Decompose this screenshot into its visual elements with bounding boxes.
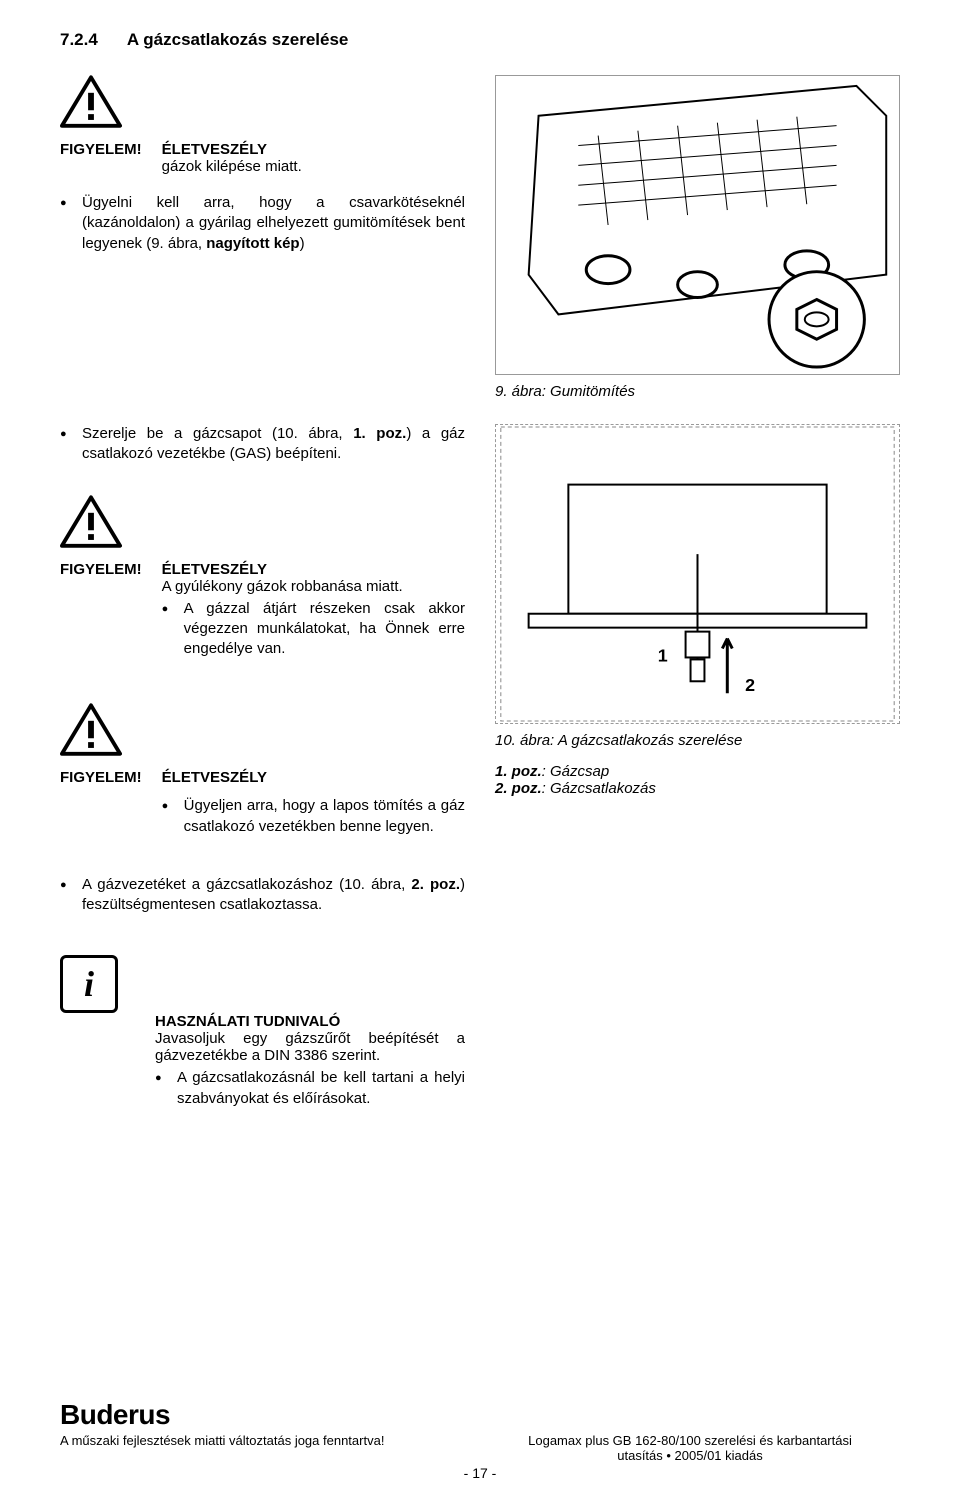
- bullet-list-2: Szerelje be a gázcsapot (10. ábra, 1. po…: [60, 424, 465, 465]
- bullet-list-3: A gázvezetéket a gázcsatlakozáshoz (10. …: [60, 875, 465, 916]
- warning-label: FIGYELEM!: [60, 769, 142, 786]
- info-bullet: A gázcsatlakozásnál be kell tartani a he…: [155, 1068, 465, 1109]
- page-footer: Buderus A műszaki fejlesztések miatti vá…: [60, 1399, 900, 1481]
- figure-10-image: 1 2: [495, 424, 900, 724]
- figure-label-1: 1: [658, 645, 668, 665]
- info-icon: i: [60, 955, 118, 1013]
- section-heading: 7.2.4 A gázcsatlakozás szerelése: [60, 30, 900, 50]
- figure-label-2: 2: [745, 675, 755, 695]
- figure-9-image: [495, 75, 900, 375]
- warning-block-1: FIGYELEM! ÉLETVESZÉLY gázok kilépése mia…: [60, 75, 465, 175]
- section-number: 7.2.4: [60, 30, 98, 50]
- bullet-item: Ügyelni kell arra, hogy a csavarkötésekn…: [60, 193, 465, 254]
- warning-title: ÉLETVESZÉLY: [162, 561, 465, 578]
- warning-icon: [60, 495, 122, 550]
- warning-block-3: FIGYELEM! ÉLETVESZÉLY Ügyeljen arra, hog…: [60, 703, 465, 857]
- warning-label: FIGYELEM!: [60, 561, 142, 578]
- warning-bullet: A gázzal átjárt részeken csak akkor vége…: [162, 599, 465, 660]
- warning-title: ÉLETVESZÉLY: [162, 141, 302, 158]
- warning-subtitle: gázok kilépése miatt.: [162, 158, 302, 175]
- warning-icon: [60, 75, 122, 130]
- warning-text: A gyúlékony gázok robbanása miatt.: [162, 578, 465, 595]
- warning-icon: [60, 703, 122, 758]
- figure-10-legend: 1. poz.: Gázcsap 2. poz.: Gázcsatlakozás: [495, 763, 900, 797]
- bullet-item: A gázvezetéket a gázcsatlakozáshoz (10. …: [60, 875, 465, 916]
- info-block: i HASZNÁLATI TUDNIVALÓ Javasoljuk egy gá…: [60, 955, 465, 1109]
- warning-label: FIGYELEM!: [60, 141, 142, 158]
- figure-10-caption: 10. ábra: A gázcsatlakozás szerelése: [495, 732, 900, 749]
- page-number: - 17 -: [60, 1465, 900, 1481]
- footer-right-text-1: Logamax plus GB 162-80/100 szerelési és …: [480, 1433, 900, 1448]
- info-title: HASZNÁLATI TUDNIVALÓ: [155, 1013, 465, 1030]
- footer-right-text-2: utasítás • 2005/01 kiadás: [480, 1448, 900, 1463]
- section-title: A gázcsatlakozás szerelése: [127, 30, 348, 49]
- bullet-item: Szerelje be a gázcsapot (10. ábra, 1. po…: [60, 424, 465, 465]
- warning-bullet: Ügyeljen arra, hogy a lapos tömítés a gá…: [162, 796, 465, 837]
- figure-9-caption: 9. ábra: Gumitömítés: [495, 383, 900, 400]
- brand-logo: Buderus: [60, 1399, 900, 1431]
- info-text: Javasoljuk egy gázszűrőt beépítését a gá…: [155, 1030, 465, 1064]
- footer-left-text: A műszaki fejlesztések miatti változtatá…: [60, 1433, 480, 1463]
- warning-block-2: FIGYELEM! ÉLETVESZÉLY A gyúlékony gázok …: [60, 495, 465, 680]
- warning-title: ÉLETVESZÉLY: [162, 769, 465, 786]
- bullet-list-1: Ügyelni kell arra, hogy a csavarkötésekn…: [60, 193, 465, 254]
